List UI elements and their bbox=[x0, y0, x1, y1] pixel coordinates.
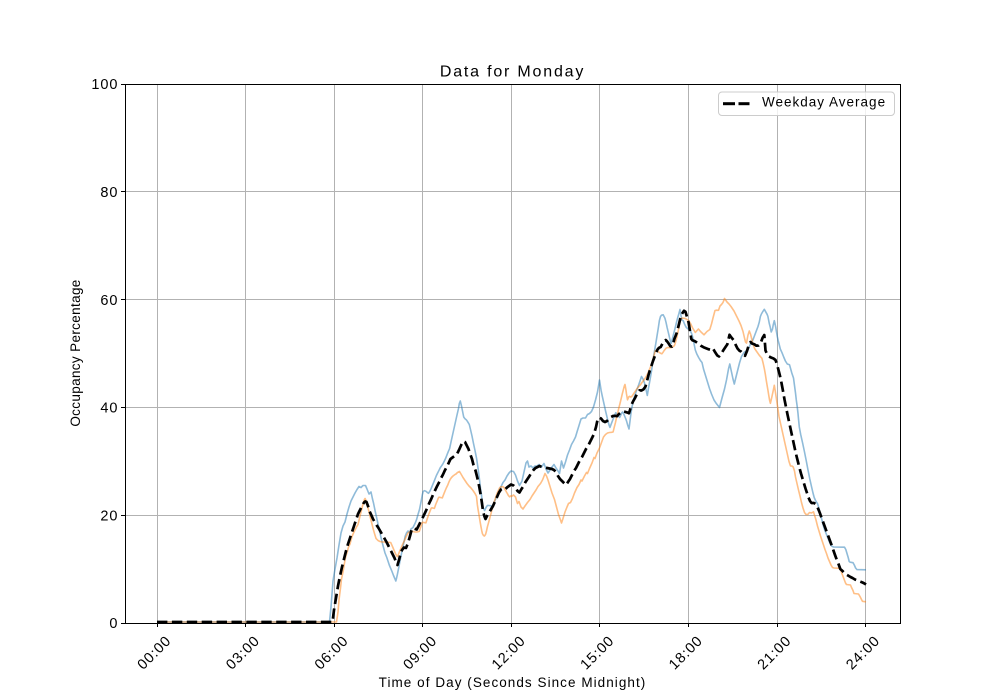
svg-text:20: 20 bbox=[100, 508, 118, 524]
svg-text:40: 40 bbox=[100, 401, 118, 417]
svg-text:60: 60 bbox=[100, 293, 118, 309]
svg-text:Time of Day (Seconds Since Mid: Time of Day (Seconds Since Midnight) bbox=[379, 675, 647, 690]
svg-text:Occupancy Percentage: Occupancy Percentage bbox=[68, 279, 83, 426]
svg-text:80: 80 bbox=[100, 185, 118, 201]
svg-text:100: 100 bbox=[91, 77, 118, 93]
svg-text:Data for Monday: Data for Monday bbox=[440, 64, 585, 81]
svg-text:0: 0 bbox=[109, 616, 118, 632]
svg-text:Weekday Average: Weekday Average bbox=[762, 95, 886, 110]
